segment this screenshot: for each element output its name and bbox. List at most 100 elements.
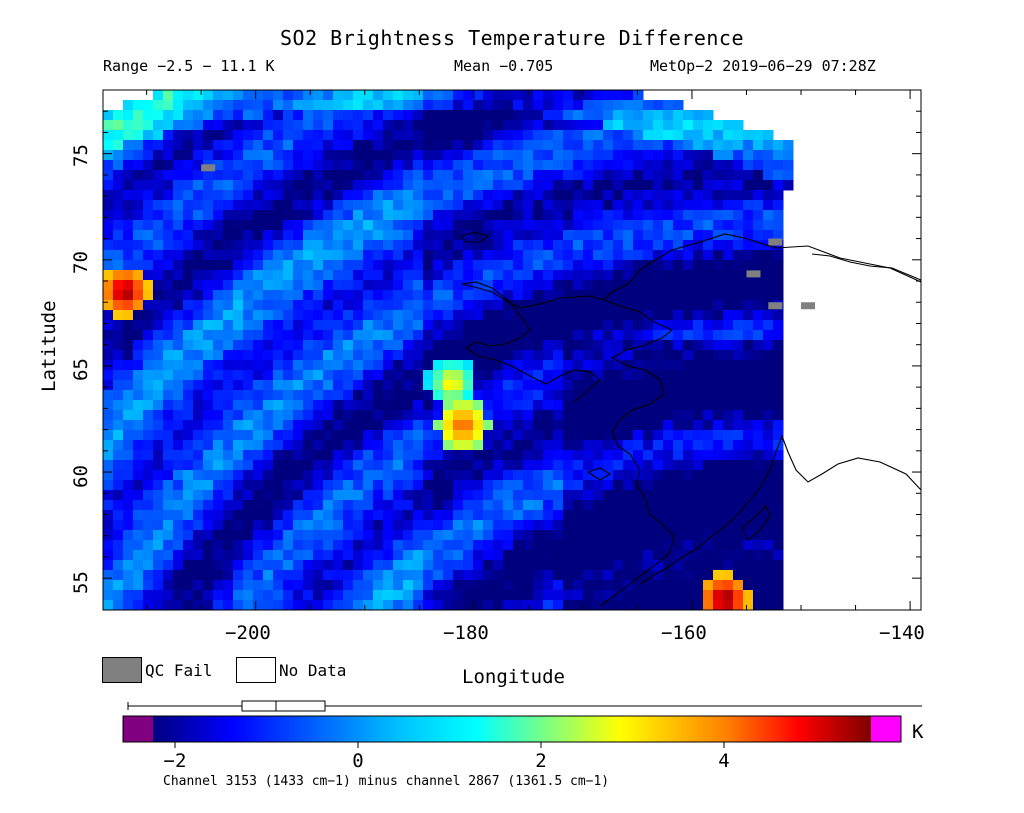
swath-pixel [383, 170, 394, 181]
swath-pixel [703, 320, 714, 331]
swath-pixel [423, 410, 434, 421]
swath-pixel [353, 270, 364, 281]
swath-pixel [353, 340, 364, 351]
swath-pixel [393, 450, 404, 461]
swath-pixel [753, 370, 764, 381]
swath-pixel [713, 360, 724, 371]
swath-pixel [703, 170, 714, 181]
swath-pixel [733, 490, 744, 501]
swath-pixel [363, 490, 374, 501]
swath-pixel [543, 150, 554, 161]
swath-pixel [633, 580, 644, 591]
swath-pixel [583, 530, 594, 541]
swath-pixel [223, 140, 234, 151]
swath-pixel [333, 470, 344, 481]
swath-pixel [443, 520, 454, 531]
swath-pixel [183, 390, 194, 401]
swath-pixel [593, 120, 604, 131]
swath-pixel [113, 580, 124, 591]
swath-pixel [553, 550, 564, 561]
swath-pixel [433, 520, 444, 531]
swath-pixel [713, 180, 724, 191]
swath-pixel [613, 140, 624, 151]
swath-pixel [613, 560, 624, 571]
swath-pixel [643, 360, 654, 371]
swath-pixel [143, 480, 154, 491]
swath-pixel [683, 150, 694, 161]
swath-pixel [253, 140, 264, 151]
swath-pixel [533, 490, 544, 501]
swath-pixel [743, 210, 754, 221]
swath-pixel [443, 310, 454, 321]
swath-pixel [473, 150, 484, 161]
swath-pixel [483, 90, 494, 101]
swath-pixel [373, 290, 384, 301]
swath-pixel [683, 130, 694, 141]
swath-pixel [283, 570, 294, 581]
swath-pixel [693, 260, 704, 271]
swath-pixel [433, 390, 444, 401]
swath-pixel [613, 340, 624, 351]
swath-pixel [753, 400, 764, 411]
swath-pixel [683, 160, 694, 171]
swath-pixel [493, 390, 504, 401]
swath-pixel [553, 230, 564, 241]
swath-pixel [333, 160, 344, 171]
swath-pixel [153, 350, 164, 361]
swath-pixel [223, 130, 234, 141]
swath-pixel [433, 250, 444, 261]
swath-pixel [633, 550, 644, 561]
swath-pixel [423, 460, 434, 471]
swath-pixel [153, 230, 164, 241]
swath-pixel [423, 160, 434, 171]
swath-pixel [733, 290, 744, 301]
swath-pixel [563, 340, 574, 351]
swath-pixel [703, 390, 714, 401]
swath-pixel [413, 550, 424, 561]
swath-pixel [263, 320, 274, 331]
swath-pixel [283, 260, 294, 271]
swath-pixel [253, 350, 264, 361]
swath-pixel [663, 410, 674, 421]
swath-pixel [613, 430, 624, 441]
swath-pixel [223, 180, 234, 191]
swath-pixel [633, 420, 644, 431]
swath-pixel [363, 500, 374, 511]
swath-pixel [683, 260, 694, 271]
swath-pixel [143, 330, 154, 341]
swath-pixel [653, 130, 664, 141]
swath-pixel [503, 300, 514, 311]
swath-pixel [113, 160, 124, 171]
swath-pixel [533, 190, 544, 201]
swath-pixel [713, 470, 724, 481]
swath-pixel [713, 500, 724, 511]
swath-pixel [403, 320, 414, 331]
swath-pixel [703, 550, 714, 561]
swath-pixel [773, 390, 784, 401]
swath-pixel [563, 490, 574, 501]
swath-pixel [663, 210, 674, 221]
swath-pixel [613, 460, 624, 471]
swath-pixel [543, 370, 554, 381]
swath-pixel [513, 170, 524, 181]
swath-pixel [143, 300, 154, 311]
swath-pixel [423, 180, 434, 191]
swath-pixel [313, 380, 324, 391]
swath-pixel [483, 230, 494, 241]
swath-pixel [243, 590, 254, 601]
swath-pixel [183, 330, 194, 341]
swath-pixel [283, 340, 294, 351]
swath-pixel [713, 170, 724, 181]
swath-pixel [313, 420, 324, 431]
swath-pixel [763, 500, 774, 511]
swath-pixel [393, 220, 404, 231]
swath-pixel [513, 210, 524, 221]
swath-pixel [273, 170, 284, 181]
swath-pixel [103, 560, 114, 571]
swath-pixel [403, 130, 414, 141]
swath-pixel [163, 480, 174, 491]
swath-pixel [543, 300, 554, 311]
swath-pixel [523, 410, 534, 421]
swath-pixel [273, 190, 284, 201]
swath-pixel [513, 460, 524, 471]
